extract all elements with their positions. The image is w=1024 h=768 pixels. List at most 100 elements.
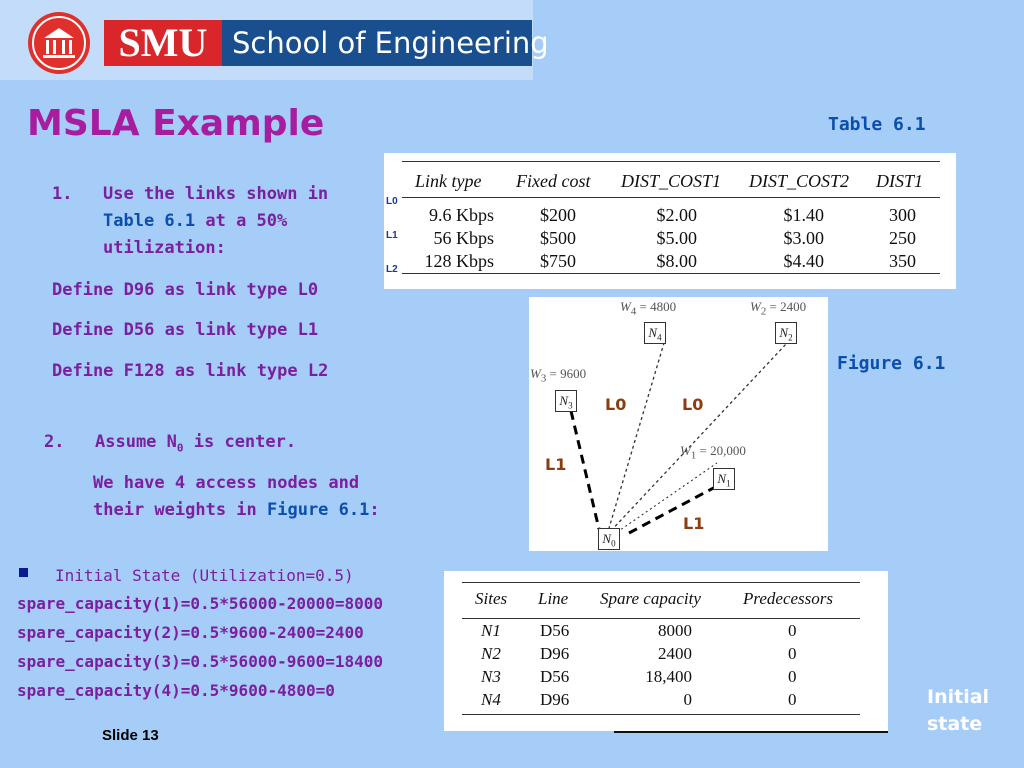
table-rule — [402, 273, 940, 274]
link-label-n0-n3: L1 — [545, 455, 567, 474]
bullet-square-icon — [19, 568, 28, 577]
step2-line2: We have 4 access nodes and — [93, 473, 360, 493]
step2-subscript: 0 — [176, 441, 184, 455]
node-n3: N3 — [555, 390, 577, 412]
network-figure: N4 N2 N3 N1 N0 W4 = 4800 W2 = 2400 W3 = … — [529, 297, 828, 551]
table-cell: 0 — [788, 644, 797, 663]
table-cell: N2 — [481, 644, 501, 663]
link-n0-n3 — [569, 410, 601, 530]
figure-caption: Figure 6.1 — [837, 353, 946, 374]
node-n1: N1 — [713, 468, 735, 490]
row-tag: L0 — [386, 196, 398, 207]
slide-number: Slide 13 — [102, 727, 159, 744]
slide-title: MSLA Example — [27, 103, 325, 144]
link-label-n0-n1: L1 — [683, 514, 705, 533]
table-header: Predecessors — [743, 589, 834, 608]
initial-state-label-line2: state — [927, 713, 983, 735]
table-cell: N4 — [481, 690, 501, 709]
link-n0-n1 — [628, 483, 720, 535]
table-cell: $750 — [540, 251, 576, 271]
table-rule — [402, 161, 940, 162]
weight-w2: W2 = 2400 — [750, 299, 807, 318]
spare-capacity-line-2: spare_capacity(2)=0.5*9600-2400=2400 — [17, 623, 364, 642]
definition-l0: Define D96 as link type L0 — [52, 280, 319, 300]
weight-w1: W1 = 20,000 — [680, 443, 746, 462]
table-cell: $2.00 — [656, 205, 698, 225]
node-n0: N0 — [598, 528, 620, 550]
table-cell: $1.40 — [783, 205, 825, 225]
weight-w3: W3 = 9600 — [530, 366, 587, 385]
step2-text-b: is center. — [183, 432, 297, 452]
spare-capacity-line-3: spare_capacity(3)=0.5*56000-9600=18400 — [17, 652, 384, 671]
table-rule — [462, 618, 860, 619]
network-links — [569, 342, 788, 536]
table-rule — [462, 582, 860, 583]
step1-line2: Table 6.1 at a 50% — [103, 208, 287, 235]
initial-state-table: Sites Line Spare capacity Predecessors N… — [444, 571, 888, 731]
table-cell: $500 — [540, 228, 576, 248]
table-cell: D96 — [540, 644, 570, 663]
smu-logo-text: SMU — [118, 20, 208, 65]
table-header: Spare capacity — [600, 589, 701, 608]
university-seal-icon — [28, 12, 90, 74]
step2-line3-b: : — [369, 500, 380, 520]
school-name-box — [222, 20, 532, 66]
step1-number: 1. — [52, 184, 73, 204]
spare-capacity-line-1: spare_capacity(1)=0.5*56000-20000=8000 — [17, 594, 384, 613]
table-cell: $200 — [540, 205, 576, 225]
table-rule — [462, 714, 860, 715]
step2-line3: their weights in Figure 6.1: — [93, 497, 380, 524]
step2-number: 2. — [44, 432, 65, 452]
table-cell: D56 — [540, 621, 570, 640]
table-cell: $3.00 — [783, 228, 825, 248]
step2-text-a: Assume N — [95, 432, 177, 452]
table-cell: 9.6 Kbps — [428, 205, 494, 225]
table-cell: 18,400 — [645, 667, 692, 686]
initial-state-label-line1: Initial — [927, 686, 990, 708]
link-label-n0-n4: L0 — [605, 395, 627, 414]
initial-state-label: Initial state — [927, 684, 1007, 738]
step2-line1: Assume N0 is center. — [95, 429, 296, 461]
table-cell: D96 — [540, 690, 570, 709]
table-rule — [402, 197, 940, 198]
table-cell: $4.40 — [783, 251, 825, 271]
table-header: Fixed cost — [516, 171, 591, 191]
table-header: DIST_COST1 — [621, 171, 722, 191]
link-type-table: Link type Fixed cost DIST_COST1 DIST_COS… — [384, 153, 956, 289]
table-cell: N1 — [481, 621, 501, 640]
initial-state-heading: Initial State (Utilization=0.5) — [55, 566, 354, 585]
definition-l2: Define F128 as link type L2 — [52, 361, 329, 381]
step1-line1: Use the links shown in — [103, 184, 329, 204]
table-header: DIST1 — [876, 171, 924, 191]
table-cell: 8000 — [658, 621, 692, 640]
table-cell: 128 Kbps — [424, 251, 494, 271]
table-bottom-rule — [614, 731, 888, 733]
row-tag: L1 — [386, 230, 398, 241]
table-header: Sites — [475, 589, 508, 608]
table-cell: 0 — [788, 690, 797, 709]
figure-reference: Figure 6.1 — [267, 500, 370, 520]
table-cell: N3 — [481, 667, 501, 686]
table-cell: 2400 — [658, 644, 692, 663]
step2-line3-a: their weights in — [93, 500, 267, 520]
table-header: Link type — [415, 171, 482, 191]
link-n0-n1-dotted — [612, 462, 718, 536]
node-n4: N4 — [644, 322, 666, 344]
step1-line3: utilization: — [103, 238, 226, 258]
table-cell: 0 — [788, 667, 797, 686]
table-cell: 0 — [788, 621, 797, 640]
node-n2: N2 — [775, 322, 797, 344]
smu-logo-box — [104, 20, 222, 66]
school-name: School of Engineering — [232, 26, 549, 60]
row-tag: L2 — [386, 264, 398, 275]
table-header: DIST_COST2 — [749, 171, 850, 191]
link-label-n0-n2: L0 — [682, 395, 704, 414]
table-cell: 350 — [889, 251, 916, 271]
table-cell: 0 — [683, 690, 693, 709]
table-cell: $5.00 — [656, 228, 698, 248]
table-header: Line — [538, 589, 569, 608]
table-cell: $8.00 — [656, 251, 698, 271]
definition-l1: Define D56 as link type L1 — [52, 320, 319, 340]
spare-capacity-line-4: spare_capacity(4)=0.5*9600-4800=0 — [17, 681, 335, 700]
link-n0-n2 — [606, 342, 788, 536]
